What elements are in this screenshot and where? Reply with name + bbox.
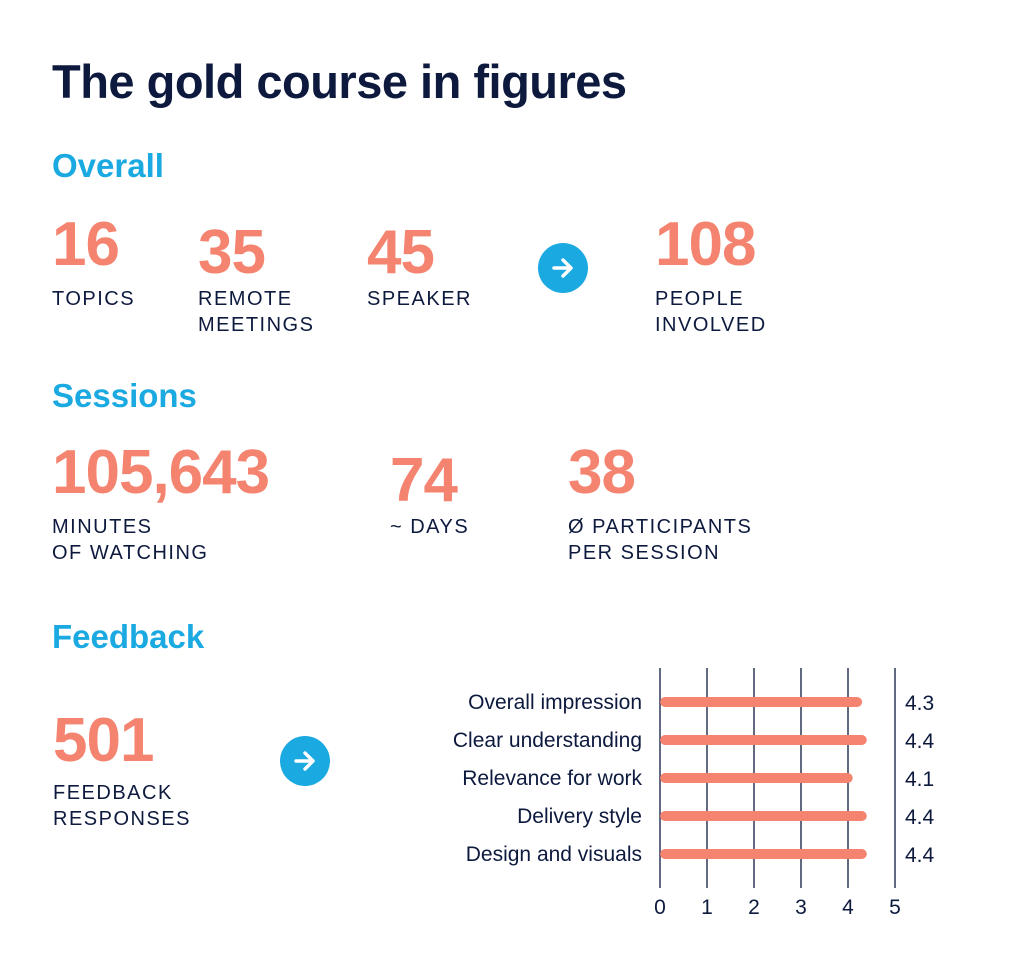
stat-label: MINUTES xyxy=(52,516,153,538)
stat-label: Ø PARTICIPANTS xyxy=(568,516,753,538)
stat-label: REMOTE xyxy=(198,288,293,310)
stat-label: RESPONSES xyxy=(53,808,191,830)
category-label: Overall impression xyxy=(468,691,642,714)
arrow-right-circle-icon xyxy=(280,736,330,786)
page-title: The gold course in figures xyxy=(52,55,627,108)
stat-value: 45 xyxy=(367,218,435,287)
stat-label: TOPICS xyxy=(52,288,136,310)
stat-speaker: 45 SPEAKER xyxy=(367,222,472,312)
stat-remote-meetings: 35 REMOTE MEETINGS xyxy=(198,222,314,338)
stat-value: 108 xyxy=(655,210,756,279)
stat-days: 74 ~ DAYS xyxy=(390,450,469,540)
value-label: 4.1 xyxy=(905,768,934,791)
tick-label: 1 xyxy=(701,896,713,919)
value-label: 4.4 xyxy=(905,730,935,753)
value-label: 4.4 xyxy=(905,806,935,829)
tick-label: 0 xyxy=(654,896,666,919)
stat-label: FEEDBACK xyxy=(53,782,173,804)
tick-label: 4 xyxy=(842,896,854,919)
tick-label: 5 xyxy=(889,896,901,919)
category-label: Relevance for work xyxy=(462,767,642,790)
stat-value: 501 xyxy=(53,706,154,775)
stat-label: PER SESSION xyxy=(568,542,721,564)
stat-label: PEOPLE xyxy=(655,288,745,310)
stat-feedback-responses: 501 FEEDBACK RESPONSES xyxy=(53,710,191,832)
stat-value: 35 xyxy=(198,218,266,287)
section-heading-sessions: Sessions xyxy=(52,377,197,414)
feedback-rating-chart: Overall impression 4.3 Clear understanding… xyxy=(453,668,935,919)
stat-value: 105,643 xyxy=(52,438,270,507)
category-label: Design and visuals xyxy=(466,843,642,866)
value-label: 4.4 xyxy=(905,844,935,867)
stat-label: INVOLVED xyxy=(655,314,767,336)
stat-people-involved: 108 PEOPLE INVOLVED xyxy=(655,214,767,338)
stat-label: ~ DAYS xyxy=(390,516,470,538)
stat-participants-per-session: 38 Ø PARTICIPANTS PER SESSION xyxy=(568,442,752,566)
section-heading-overall: Overall xyxy=(52,147,164,184)
stat-topics: 16 TOPICS xyxy=(52,214,135,312)
section-heading-feedback: Feedback xyxy=(52,618,205,655)
value-label: 4.3 xyxy=(905,692,934,715)
tick-label: 3 xyxy=(795,896,807,919)
category-label: Delivery style xyxy=(517,805,642,828)
stat-label: MEETINGS xyxy=(198,314,315,336)
stat-value: 16 xyxy=(52,210,120,279)
stat-label: OF WATCHING xyxy=(52,542,209,564)
stat-value: 74 xyxy=(390,446,458,515)
tick-label: 2 xyxy=(748,896,760,919)
stat-minutes-watching: 105,643 MINUTES OF WATCHING xyxy=(52,438,270,566)
stat-label: SPEAKER xyxy=(367,288,472,310)
arrow-right-circle-icon xyxy=(538,243,588,293)
category-label: Clear understanding xyxy=(453,729,642,752)
stat-value: 38 xyxy=(568,438,636,507)
